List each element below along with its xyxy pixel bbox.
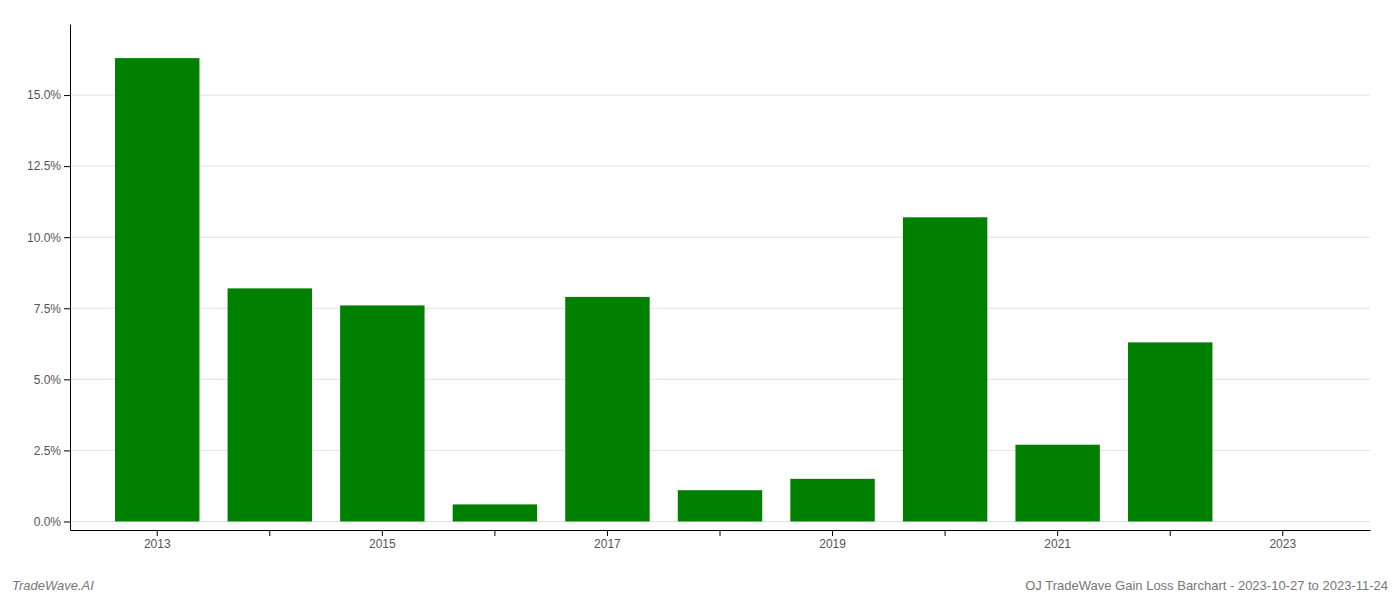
y-tick-mark: [64, 450, 70, 451]
x-tick: [1170, 530, 1171, 536]
bar: [453, 504, 537, 521]
x-tick: [494, 530, 495, 536]
bar: [903, 217, 987, 521]
bar: [115, 58, 199, 521]
y-tick: 10.0%: [27, 231, 70, 245]
x-tick-label: 2019: [819, 537, 846, 551]
bar: [678, 490, 762, 521]
bar: [1241, 521, 1325, 522]
x-tick-mark: [607, 530, 608, 536]
y-tick: 12.5%: [27, 159, 70, 173]
y-axis-line: [70, 25, 71, 531]
x-tick-label: 2023: [1269, 537, 1296, 551]
bar: [1015, 445, 1099, 522]
x-tick-mark: [494, 530, 495, 536]
x-tick: [269, 530, 270, 536]
x-tick: 2019: [819, 530, 846, 551]
bar: [228, 288, 312, 521]
x-tick: 2017: [594, 530, 621, 551]
x-tick: 2015: [369, 530, 396, 551]
y-tick-mark: [64, 308, 70, 309]
x-tick-label: 2013: [144, 537, 171, 551]
y-tick-mark: [64, 237, 70, 238]
grid-line: [70, 237, 1370, 238]
x-tick-mark: [382, 530, 383, 536]
y-tick-mark: [64, 521, 70, 522]
y-tick: 5.0%: [34, 373, 70, 387]
grid: [70, 95, 1370, 521]
x-tick: 2013: [144, 530, 171, 551]
x-tick: [720, 530, 721, 536]
y-tick: 7.5%: [34, 302, 70, 316]
y-tick-label: 0.0%: [34, 515, 62, 529]
y-tick: 0.0%: [34, 515, 70, 529]
x-tick-mark: [945, 530, 946, 536]
y-tick-label: 5.0%: [34, 373, 62, 387]
title: OJ TradeWave Gain Loss Barchart - 2023-1…: [1025, 578, 1388, 593]
x-tick: [945, 530, 946, 536]
grid-line: [70, 95, 1370, 96]
y-tick-mark: [64, 95, 70, 96]
plot: 0.0%2.5%5.0%7.5%10.0%12.5%15.0%201320152…: [27, 25, 1371, 551]
y-tick-label: 12.5%: [27, 159, 61, 173]
y-tick-label: 7.5%: [34, 302, 62, 316]
x-tick-mark: [269, 530, 270, 536]
y-tick-label: 2.5%: [34, 444, 62, 458]
y-tick-mark: [64, 166, 70, 167]
grid-line: [70, 166, 1370, 167]
x-tick-mark: [832, 530, 833, 536]
y-tick-label: 15.0%: [27, 88, 61, 102]
x-axis: 2013 2015 2017 2019 2021 2023: [71, 530, 1371, 551]
x-tick-mark: [1282, 530, 1283, 536]
bar: [340, 305, 424, 521]
x-tick-label: 2021: [1044, 537, 1071, 551]
bar: [565, 297, 649, 522]
x-tick-mark: [1057, 530, 1058, 536]
x-tick-mark: [720, 530, 721, 536]
y-tick: 2.5%: [34, 444, 70, 458]
y-axis: 0.0% 2.5% 5.0% 7.5% 10.0% 12.5% 15.0%: [27, 25, 71, 531]
bar: [1128, 342, 1212, 521]
x-tick: 2023: [1269, 530, 1296, 551]
x-tick-mark: [157, 530, 158, 536]
y-tick-label: 10.0%: [27, 231, 61, 245]
chart: 0.0%2.5%5.0%7.5%10.0%12.5%15.0%201320152…: [0, 0, 1400, 600]
x-tick-mark: [1170, 530, 1171, 536]
bars: [115, 58, 1212, 521]
y-tick-mark: [64, 379, 70, 380]
watermark: TradeWave.AI: [12, 578, 94, 593]
x-tick-label: 2015: [369, 537, 396, 551]
x-tick-label: 2017: [594, 537, 621, 551]
bar: [790, 479, 874, 522]
x-tick: 2021: [1044, 530, 1071, 551]
y-tick: 15.0%: [27, 88, 70, 102]
